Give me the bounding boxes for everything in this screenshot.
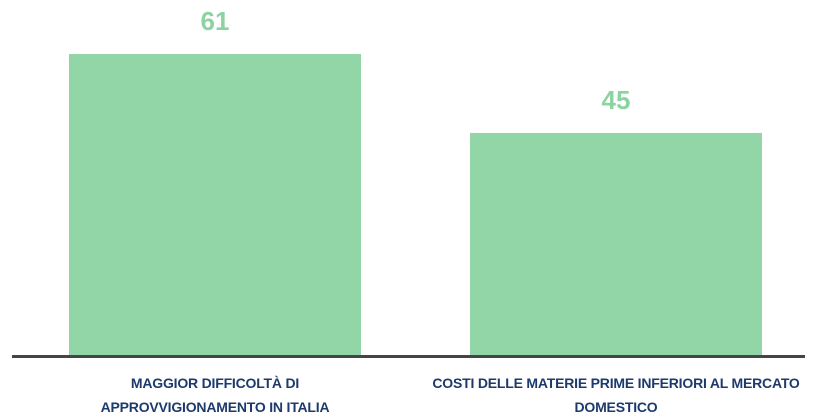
value-label: 61: [201, 6, 230, 36]
value-label: 45: [602, 85, 631, 115]
bar: [470, 132, 762, 355]
category-label: MAGGIOR DIFFICOLTÀ DI APPROVVIGIONAMENTO…: [100, 375, 330, 415]
bar: [69, 54, 361, 355]
category-label: COSTI DELLE MATERIE PRIME INFERIORI AL M…: [432, 375, 800, 415]
